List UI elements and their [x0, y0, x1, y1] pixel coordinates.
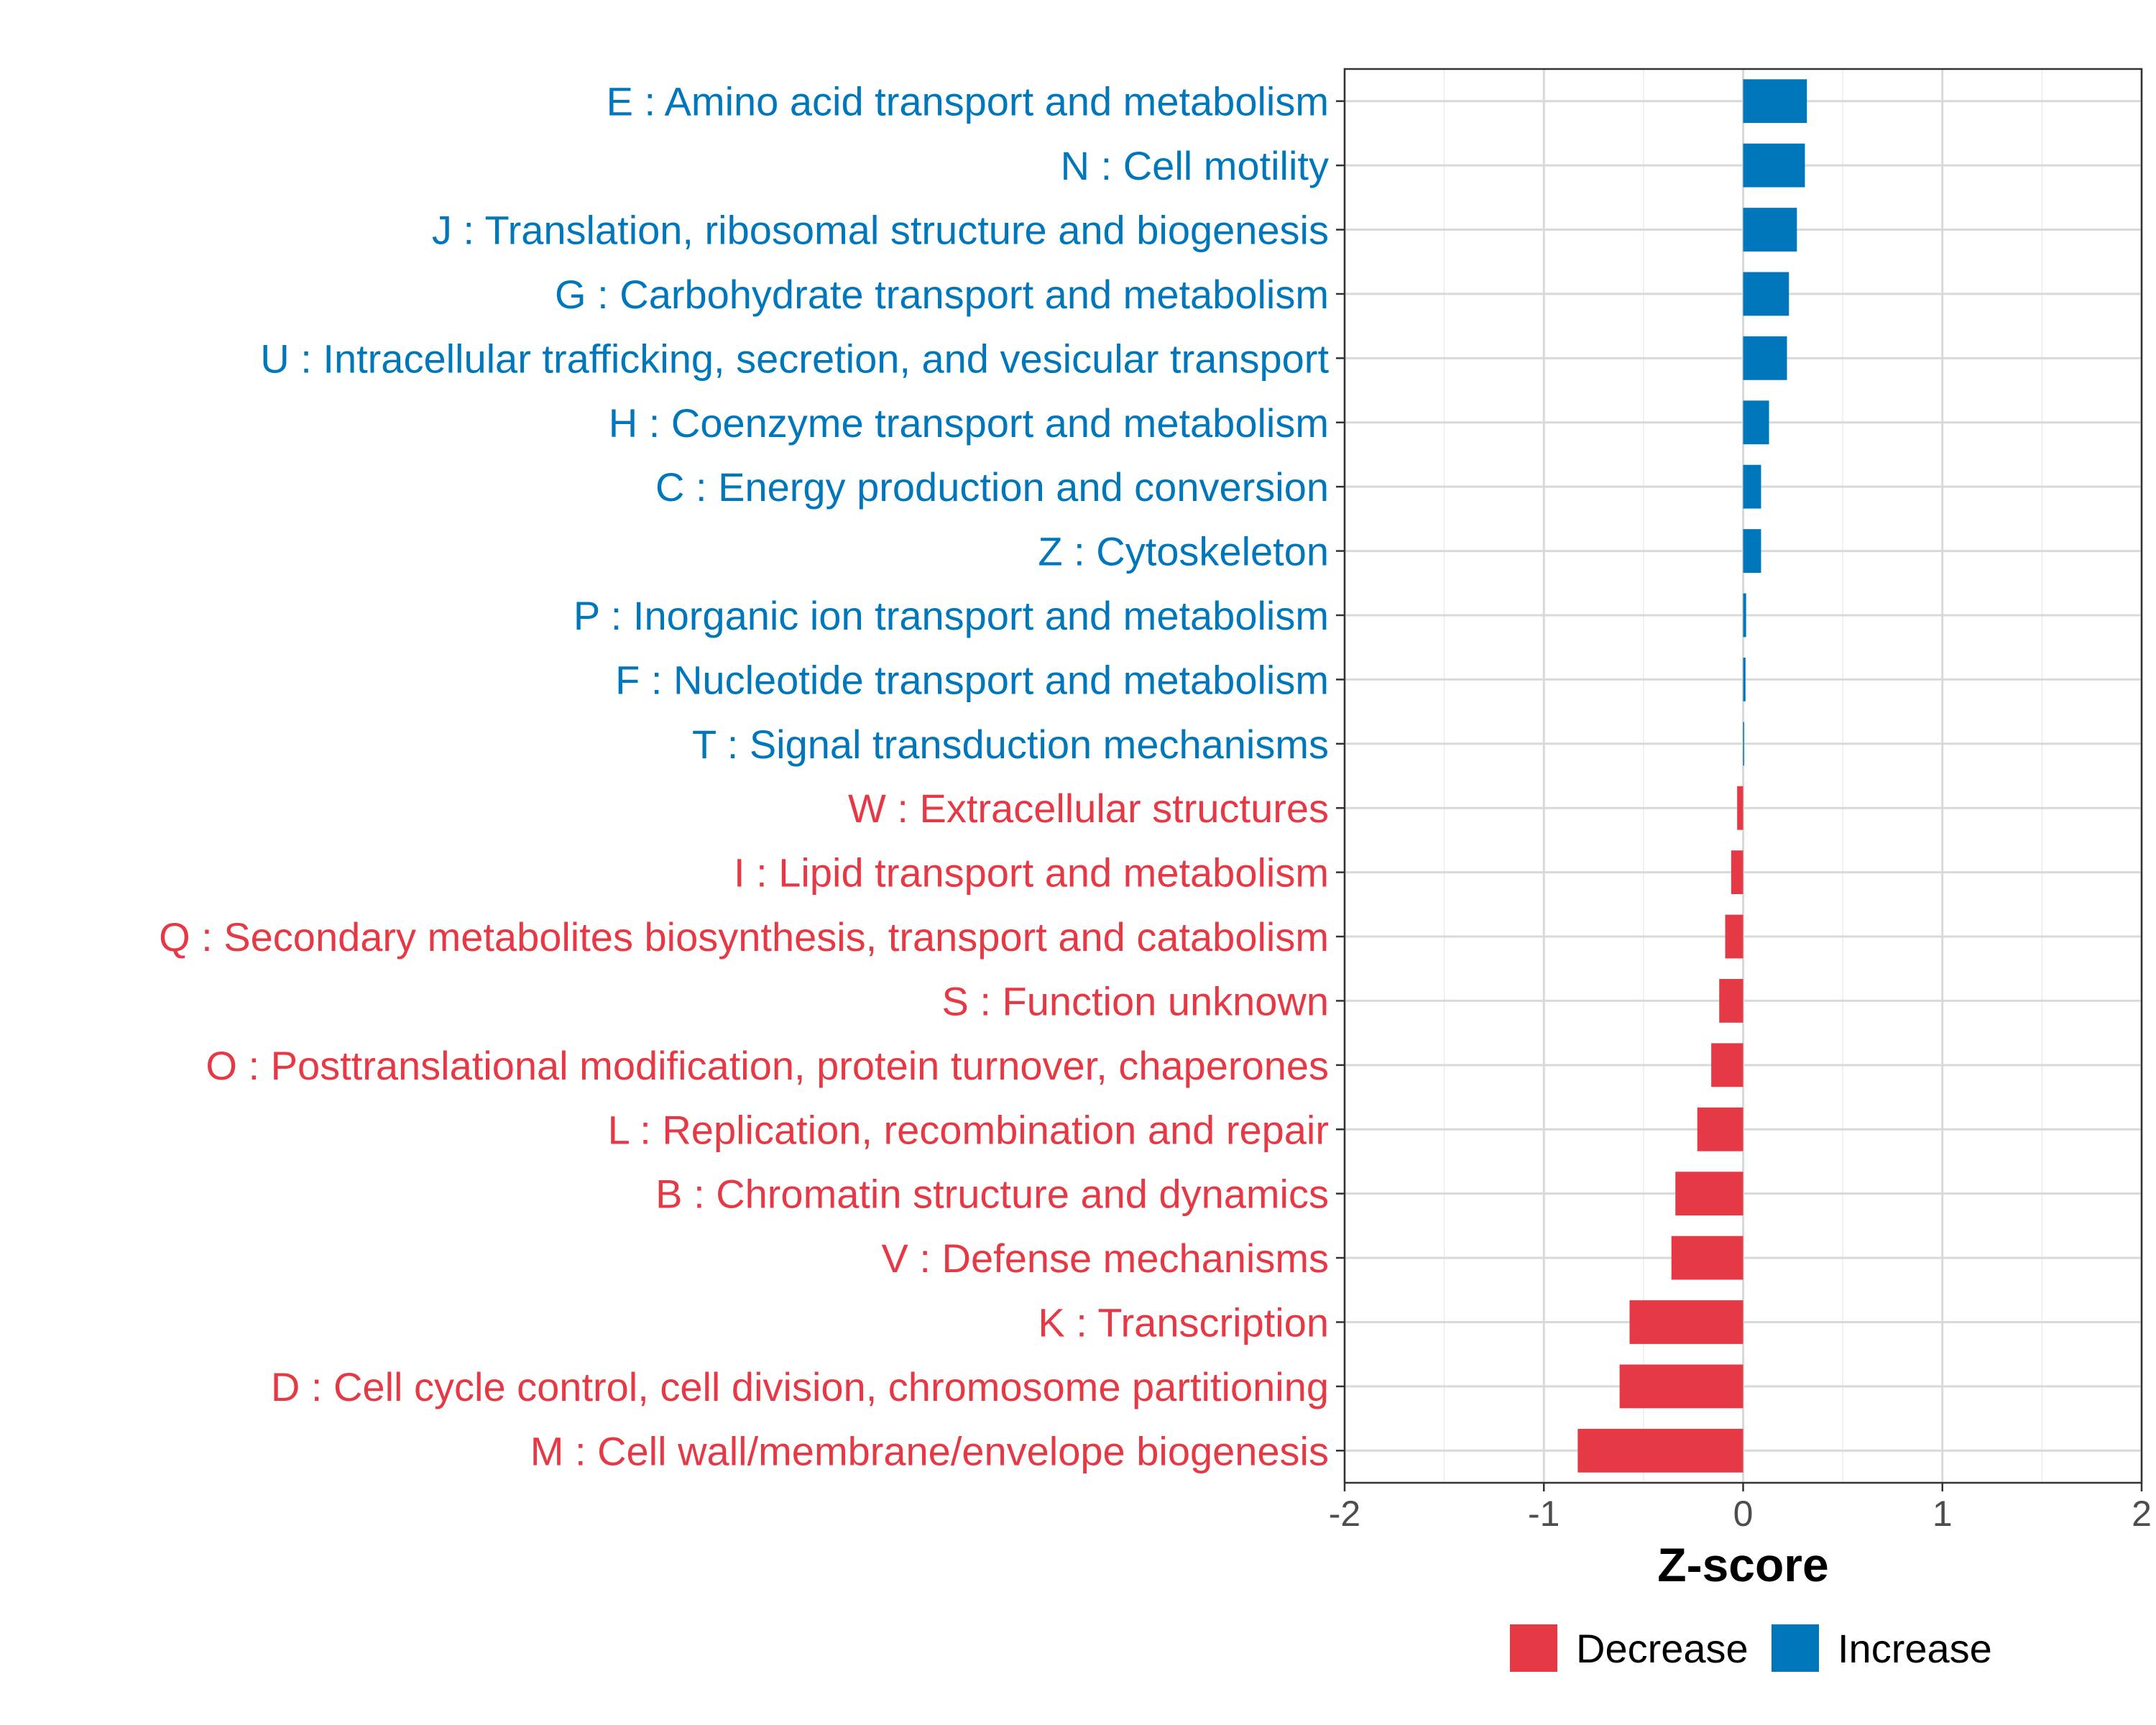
y-tick-label: P : Inorganic ion transport and metaboli…	[573, 593, 1329, 638]
y-tick-label: O : Posttranslational modification, prot…	[206, 1043, 1329, 1088]
y-tick-label: C : Energy production and conversion	[655, 464, 1329, 510]
bar	[1743, 464, 1761, 509]
x-tick-label: -2	[1329, 1494, 1360, 1534]
bar	[1719, 979, 1743, 1023]
y-tick-label: E : Amino acid transport and metabolism	[607, 79, 1329, 124]
bar	[1743, 272, 1789, 316]
legend-key	[1772, 1624, 1819, 1672]
x-tick-label: 0	[1733, 1494, 1754, 1534]
x-tick-label: 2	[2132, 1494, 2152, 1534]
y-tick-label: H : Coenzyme transport and metabolism	[609, 400, 1329, 446]
bar	[1675, 1172, 1743, 1216]
y-tick-label: I : Lipid transport and metabolism	[734, 850, 1329, 896]
y-tick-label: T : Signal transduction mechanisms	[692, 722, 1329, 767]
bar	[1577, 1428, 1743, 1473]
y-tick-label: L : Replication, recombination and repai…	[608, 1107, 1329, 1152]
y-tick-label: N : Cell motility	[1061, 143, 1329, 188]
y-tick-label: J : Translation, ribosomal structure and…	[432, 208, 1329, 253]
legend-label: Decrease	[1576, 1626, 1749, 1671]
bar	[1743, 722, 1744, 766]
y-tick-label: F : Nucleotide transport and metabolism	[615, 657, 1329, 702]
bar	[1731, 850, 1743, 895]
bar	[1743, 593, 1746, 638]
y-tick-label: S : Function unknown	[941, 978, 1329, 1024]
legend-label: Increase	[1838, 1626, 1992, 1671]
y-tick-label: G : Carbohydrate transport and metabolis…	[555, 272, 1329, 317]
y-tick-label: U : Intracellular trafficking, secretion…	[260, 336, 1329, 381]
legend-key	[1510, 1624, 1557, 1672]
bar	[1743, 208, 1797, 252]
bar	[1743, 143, 1805, 188]
bar	[1743, 336, 1787, 380]
y-tick-label: W : Extracellular structures	[848, 786, 1329, 831]
bar	[1743, 400, 1769, 445]
bar	[1743, 657, 1746, 702]
bar	[1737, 786, 1743, 830]
bar	[1619, 1364, 1743, 1409]
x-tick-label: -1	[1528, 1494, 1560, 1534]
bar	[1697, 1107, 1743, 1151]
y-tick-label: D : Cell cycle control, cell division, c…	[271, 1364, 1329, 1409]
bar	[1725, 914, 1743, 959]
bar	[1743, 79, 1807, 124]
x-axis-title: Z-score	[1657, 1538, 1828, 1591]
bar	[1711, 1043, 1743, 1087]
y-tick-label: K : Transcription	[1038, 1300, 1329, 1345]
bar	[1629, 1300, 1743, 1344]
bar	[1743, 529, 1761, 573]
y-tick-label: V : Defense mechanisms	[882, 1236, 1329, 1281]
y-tick-label: Q : Secondary metabolites biosynthesis, …	[159, 914, 1329, 960]
y-tick-label: M : Cell wall/membrane/envelope biogenes…	[530, 1428, 1329, 1473]
y-tick-label: B : Chromatin structure and dynamics	[655, 1172, 1329, 1217]
y-tick-label: Z : Cytoskeleton	[1038, 529, 1329, 574]
bar	[1671, 1236, 1743, 1280]
x-tick-label: 1	[1932, 1494, 1953, 1534]
